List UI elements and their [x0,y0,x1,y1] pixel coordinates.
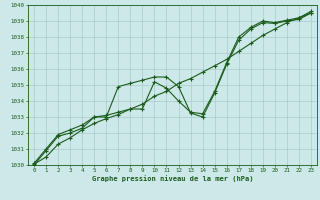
X-axis label: Graphe pression niveau de la mer (hPa): Graphe pression niveau de la mer (hPa) [92,175,253,182]
